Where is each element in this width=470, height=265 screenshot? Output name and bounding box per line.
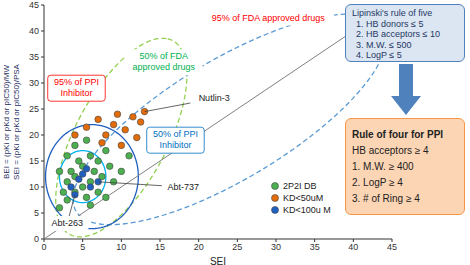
svg-text:25: 25	[232, 242, 242, 252]
svg-text:Abt-737: Abt-737	[167, 182, 199, 192]
html-text:KD<50uM: KD<50uM	[283, 193, 324, 203]
html-text:HB acceptors ≥ 4: HB acceptors ≥ 4	[352, 145, 429, 156]
svg-text:45: 45	[29, 0, 39, 10]
html-text:2. HB acceptors ≤ 10: 2. HB acceptors ≤ 10	[356, 29, 440, 39]
svg-text:35: 35	[29, 52, 39, 62]
svg-text:Nutlin-3: Nutlin-3	[199, 93, 230, 103]
html-text:Lipinski's rule of five: Lipinski's rule of five	[352, 8, 433, 18]
svg-text:45: 45	[387, 242, 397, 252]
svg-text:10: 10	[116, 242, 126, 252]
svg-text:0: 0	[41, 242, 46, 252]
html-text:KD<100u M: KD<100u M	[283, 205, 331, 215]
html-text:2. LogP ≥ 4: 2. LogP ≥ 4	[352, 177, 403, 188]
svg-text:BEI = (pKi or pKd or pIC50)/MW: BEI = (pKi or pKd or pIC50)/MW	[8, 65, 11, 179]
svg-text:approved drugs: approved drugs	[133, 62, 196, 72]
svg-text:SEI: SEI	[210, 256, 226, 265]
svg-text:Inhibitor: Inhibitor	[159, 140, 191, 150]
svg-text:SEI = (pKi or pKd or pIC50)/PS: SEI = (pKi or pKd or pIC50)/PSA	[12, 63, 21, 179]
svg-text:25: 25	[29, 104, 39, 114]
svg-text:35: 35	[310, 242, 320, 252]
svg-text:40: 40	[29, 26, 39, 36]
svg-text:50% of FDA: 50% of FDA	[140, 51, 189, 61]
svg-text:30: 30	[271, 242, 281, 252]
html-text:Rule of four for PPI: Rule of four for PPI	[352, 129, 444, 140]
svg-text:50% of PPI: 50% of PPI	[153, 129, 198, 139]
svg-text:0: 0	[34, 234, 39, 244]
html-text:4. LogP ≤ 5: 4. LogP ≤ 5	[356, 50, 402, 60]
svg-text:95% of PPI: 95% of PPI	[54, 77, 99, 87]
html-text:2P2I DB: 2P2I DB	[283, 181, 317, 191]
html-text:3. # of Ring ≥ 4: 3. # of Ring ≥ 4	[352, 193, 420, 204]
svg-text:95% of FDA approved drugs: 95% of FDA approved drugs	[212, 13, 326, 23]
html-text:3. M.W. ≤ 500: 3. M.W. ≤ 500	[356, 39, 412, 50]
svg-text:15: 15	[29, 156, 39, 166]
html-text:1. HB donors ≤ 5: 1. HB donors ≤ 5	[356, 18, 424, 29]
svg-text:5: 5	[34, 208, 39, 218]
svg-text:15: 15	[155, 242, 165, 252]
svg-text:5: 5	[80, 242, 85, 252]
html-text:1. M.W. ≥ 400: 1. M.W. ≥ 400	[352, 161, 414, 172]
svg-text:30: 30	[29, 78, 39, 88]
svg-text:20: 20	[29, 130, 39, 140]
svg-text:10: 10	[29, 182, 39, 192]
svg-text:Inhibitor: Inhibitor	[60, 88, 92, 98]
svg-text:20: 20	[194, 242, 204, 252]
svg-text:40: 40	[348, 242, 358, 252]
svg-text:Abt-263: Abt-263	[51, 218, 83, 228]
